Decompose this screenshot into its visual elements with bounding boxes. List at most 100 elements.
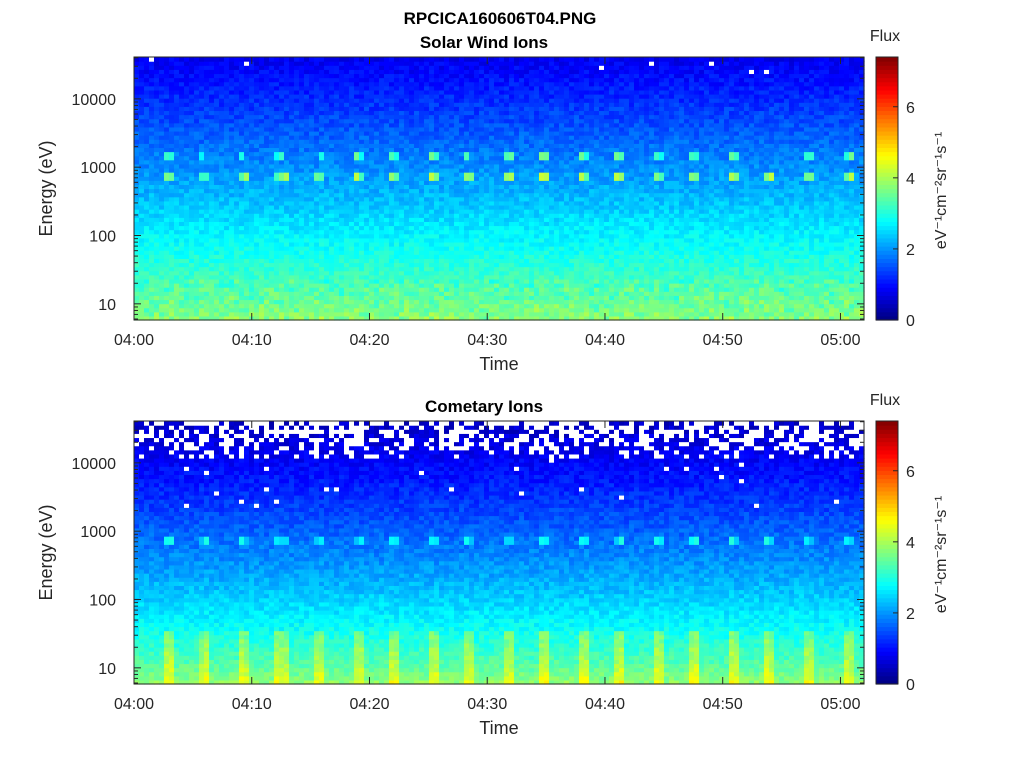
heatmap-cell [179, 192, 185, 198]
heatmap-cell [134, 221, 140, 227]
heatmap-cell [484, 122, 490, 128]
heatmap-cell [509, 246, 515, 251]
heatmap-cell [149, 172, 155, 177]
heatmap-cell [414, 209, 420, 214]
heatmap-cell [254, 258, 260, 264]
heatmap-cell [519, 307, 525, 313]
heatmap-cell [159, 139, 165, 144]
heatmap-cell [224, 254, 230, 259]
heatmap-cell [329, 266, 335, 272]
heatmap-cell [359, 278, 365, 284]
heatmap-cell [469, 200, 475, 206]
heatmap-cell [199, 180, 205, 185]
heatmap-cell [364, 291, 370, 296]
heatmap-cell [284, 98, 290, 103]
heatmap-cell [444, 176, 450, 181]
heatmap-cell [474, 114, 480, 120]
heatmap-cell [434, 118, 440, 124]
heatmap-cell [309, 291, 315, 296]
heatmap-cell [499, 151, 505, 157]
heatmap-cell [169, 188, 175, 194]
heatmap-cell [299, 315, 305, 321]
heatmap-cell [339, 122, 345, 128]
heatmap-cell [169, 241, 175, 247]
heatmap-cell [249, 303, 255, 309]
heatmap-cell [159, 106, 165, 112]
heatmap-cell [354, 287, 360, 292]
heatmap-cell [504, 65, 510, 70]
heatmap-cell [479, 204, 485, 210]
heatmap-cell [209, 114, 215, 120]
heatmap-cell [219, 61, 225, 66]
heatmap-cell [264, 200, 270, 206]
heatmap-cell [449, 315, 455, 321]
heatmap-cell [394, 102, 400, 107]
heatmap-cell [249, 233, 255, 239]
heatmap-cell [189, 110, 195, 116]
heatmap-cell [404, 254, 410, 259]
heatmap-cell [264, 85, 270, 91]
heatmap-cell [274, 200, 280, 206]
heatmap-cell [379, 241, 385, 247]
heatmap-cell [459, 184, 465, 190]
heatmap-cell [274, 217, 280, 222]
heatmap-cell [284, 221, 290, 227]
heatmap-cell [479, 254, 485, 259]
heatmap-cell [494, 176, 500, 181]
heatmap-cell [444, 143, 450, 149]
heatmap-cell [259, 85, 265, 91]
heatmap-cell [299, 93, 305, 99]
heatmap-cell [204, 204, 210, 210]
heatmap-cell [324, 258, 330, 264]
heatmap-cell [359, 114, 365, 120]
heatmap-cell [459, 270, 465, 276]
heatmap-cell [239, 295, 245, 301]
heatmap-cell [449, 233, 455, 239]
heatmap-cell [424, 65, 430, 70]
heatmap-cell [424, 114, 430, 120]
heatmap-cell [369, 155, 375, 161]
heatmap-cell [419, 200, 425, 206]
heatmap-cell [449, 250, 455, 255]
heatmap-cell [299, 225, 305, 231]
heatmap-cell [139, 77, 145, 83]
heatmap-cell [194, 246, 200, 251]
heatmap-cell [239, 278, 245, 284]
heatmap-cell [174, 192, 180, 198]
heatmap-cell [449, 311, 455, 317]
heatmap-cell [369, 283, 375, 288]
heatmap-cell [269, 114, 275, 120]
heatmap-cell [184, 287, 190, 292]
heatmap-cell [259, 106, 265, 112]
heatmap-cell [304, 250, 310, 255]
heatmap-cell [274, 225, 280, 231]
heatmap-cell [174, 143, 180, 149]
heatmap-cell [454, 221, 460, 227]
heatmap-cell [454, 126, 460, 132]
heatmap-cell [164, 225, 170, 231]
heatmap-cell [414, 143, 420, 149]
heatmap-cell [184, 98, 190, 103]
heatmap-cell [334, 229, 340, 235]
heatmap-cell [299, 69, 305, 75]
heatmap-cell [194, 102, 200, 107]
heatmap-cell [344, 307, 350, 313]
heatmap-cell [134, 287, 140, 292]
heatmap-cell [364, 98, 370, 103]
heatmap-cell [234, 114, 240, 120]
heatmap-cell [439, 254, 445, 259]
heatmap-cell [364, 163, 370, 169]
heatmap-cell [499, 283, 505, 288]
heatmap-cell [244, 118, 250, 124]
heatmap-cell [319, 143, 325, 149]
heatmap-cell [304, 221, 310, 227]
heatmap-cell [459, 159, 465, 165]
heatmap-cell [229, 315, 235, 321]
heatmap-cell [289, 278, 295, 284]
heatmap-cell [519, 262, 525, 268]
heatmap-cell [329, 196, 335, 202]
heatmap-cell [214, 147, 220, 153]
heatmap-cell [299, 241, 305, 247]
heatmap-cell [489, 130, 495, 136]
heatmap-cell [154, 274, 160, 280]
